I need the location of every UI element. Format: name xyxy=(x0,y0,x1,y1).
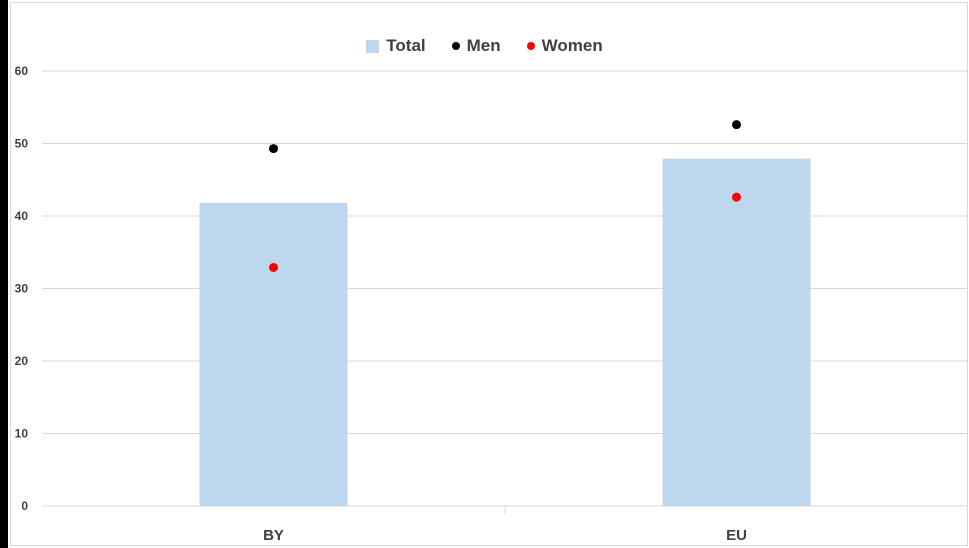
legend-item-total: Total xyxy=(366,36,426,56)
y-tick-label: 20 xyxy=(15,354,29,368)
legend-swatch-women xyxy=(526,42,535,50)
y-tick-label: 30 xyxy=(15,282,29,296)
y-tick-label: 40 xyxy=(15,209,29,223)
y-tick-label: 50 xyxy=(15,137,29,151)
x-category-label-by: BY xyxy=(263,527,284,544)
legend-item-women: Women xyxy=(526,36,603,56)
point-women-by xyxy=(269,262,278,272)
y-tick-label: 0 xyxy=(21,499,28,513)
y-tick-label: 60 xyxy=(15,64,29,78)
legend-swatch-men xyxy=(451,42,460,50)
x-category-label-eu: EU xyxy=(726,527,747,544)
point-women-eu xyxy=(732,192,741,202)
legend-label-total: Total xyxy=(386,36,426,55)
point-men-by xyxy=(269,144,278,154)
y-tick-label: 10 xyxy=(15,427,29,441)
legend: Total Men Women xyxy=(0,36,969,56)
chart-area-border xyxy=(10,2,968,546)
legend-item-men: Men xyxy=(451,36,501,56)
bar-total-eu xyxy=(662,158,811,506)
legend-label-women: Women xyxy=(541,36,603,55)
bar-total-by xyxy=(199,202,348,506)
legend-label-men: Men xyxy=(466,36,501,55)
legend-swatch-total xyxy=(366,39,380,53)
window-edge xyxy=(0,0,8,548)
point-men-eu xyxy=(732,120,741,130)
